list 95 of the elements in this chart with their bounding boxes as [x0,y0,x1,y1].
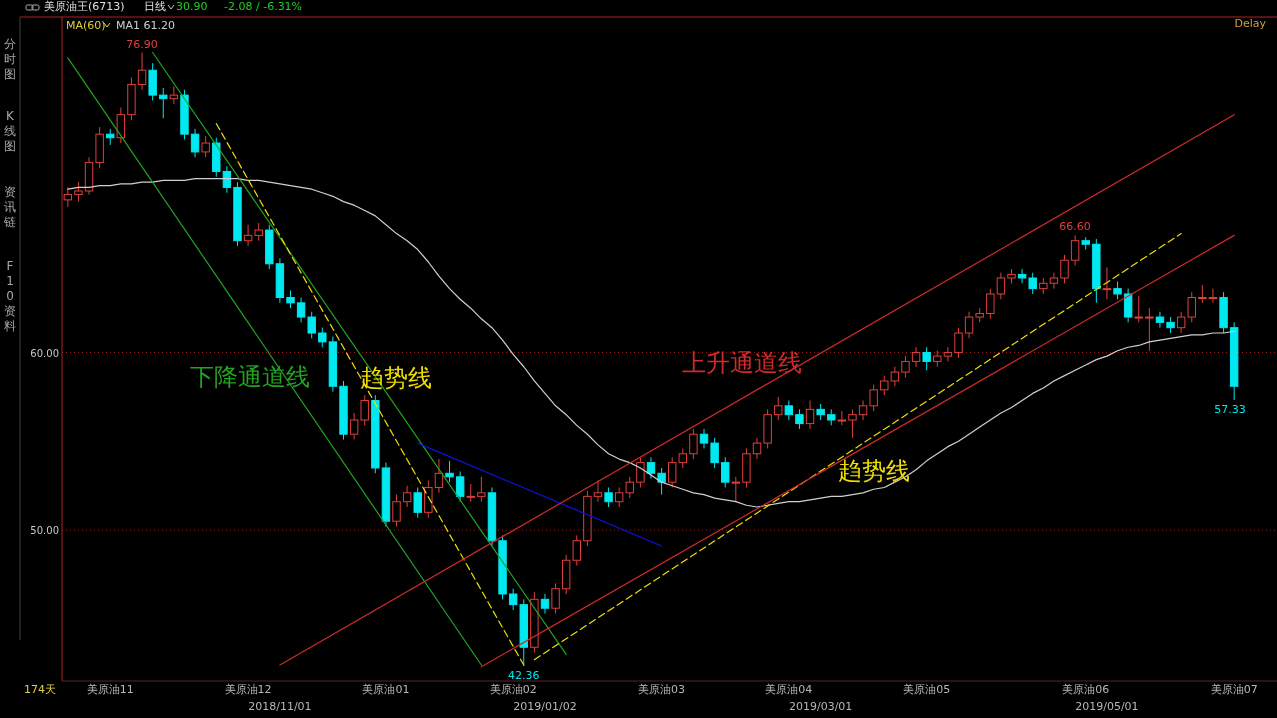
candlestick [477,476,486,503]
candlestick [434,458,444,494]
y-tick-label: 50.00 [30,525,59,537]
candlestick [190,128,200,158]
candlestick [402,485,412,508]
candlestick [848,408,857,439]
candlestick [816,403,825,421]
candlestick [127,76,136,121]
candlestick [583,490,592,547]
candlestick [445,460,454,483]
annotation: 42.36 [508,668,540,682]
candlestick [530,591,539,654]
annotation: 76.90 [126,37,158,51]
candlestick [657,467,666,496]
series-label: 上升通道线 [682,348,803,377]
candlestick [1102,266,1112,300]
x-tick-label: 美原油12 [224,683,272,696]
candlestick [890,366,900,387]
candlestick [1017,268,1027,284]
candlestick [805,399,815,430]
candlestick [243,224,253,247]
x-tick-label: 美原油06 [1062,683,1110,696]
candlestick [137,52,147,91]
candlestick [752,437,762,460]
candlestick [169,85,179,105]
x-tick-label: 美原油11 [86,683,134,696]
candlestick [455,471,465,503]
series-label: 趋势线 [838,456,911,485]
text: 分时图 [4,37,16,81]
candlestick [540,593,550,615]
text: -2.08 / -6.31% [224,0,303,13]
x-tick-label: 美原油02 [489,683,537,696]
chart-title: 美原油王(6713) [44,0,125,13]
candlestick [1070,234,1080,267]
text: 30.90 [176,0,208,13]
series-label: 下降通道线 [189,363,310,392]
candlestick [795,408,804,430]
candlestick [296,297,306,323]
candlestick [487,486,497,547]
candlestick [1208,288,1218,304]
candlestick [996,272,1006,300]
candlestick [689,428,698,460]
candlestick [593,479,603,503]
candlestick [646,456,656,480]
candlestick [858,399,868,421]
text: F10资料 [4,259,16,333]
candlestick [84,156,94,196]
candlestick [95,126,104,169]
text: MA1 61.20 [116,19,176,32]
candlestick [275,257,285,304]
candlestick [413,486,422,519]
candlestick [911,346,921,368]
annotation: 66.60 [1059,220,1091,234]
annotation: 57.33 [1214,402,1246,416]
legend-title: MA(60) [66,19,106,32]
candlestick [943,346,953,362]
x-tick-label: 2019/05/01 [1075,700,1139,713]
candlestick [1039,277,1048,295]
candlestick [1092,238,1101,304]
candlestick [1123,288,1133,323]
x-tick-label: 美原油05 [903,683,951,696]
candlestick [233,181,242,247]
candlestick [1155,311,1165,329]
candlestick [1166,316,1175,334]
annotation: Delay [1234,17,1267,30]
candlestick [784,399,794,421]
x-tick-label: 美原油03 [638,683,686,696]
candlestick [699,428,709,449]
x-tick-label: 美原油01 [362,683,410,696]
text: 174天 [24,683,56,696]
candlestick [339,380,348,441]
candlestick [837,410,847,426]
series-label: 趋势线 [360,364,433,393]
candlestick [731,476,741,503]
candlestick [424,479,433,519]
candlestick [222,165,232,194]
candlestick [1049,272,1059,290]
text: K线图 [4,109,16,153]
candlestick [604,486,613,508]
x-tick-label: 2019/01/02 [513,700,577,713]
chart-subtitle: 日线 [144,0,166,13]
candlestick [1229,321,1239,401]
x-tick-label: 2019/03/01 [788,700,853,713]
candlestick [381,462,391,528]
text: 资讯链 [3,185,16,229]
x-tick-label: 美原油07 [1210,683,1258,696]
candlestick [551,582,560,615]
candlestick [964,311,974,339]
y-tick-label: 60.00 [30,347,59,359]
candlestick [349,412,359,441]
x-tick-label: 2018/11/01 [248,700,312,713]
candlestick [286,289,295,309]
candlestick [328,336,338,393]
x-tick-label: 美原油04 [765,683,813,696]
candlestick [106,128,115,146]
